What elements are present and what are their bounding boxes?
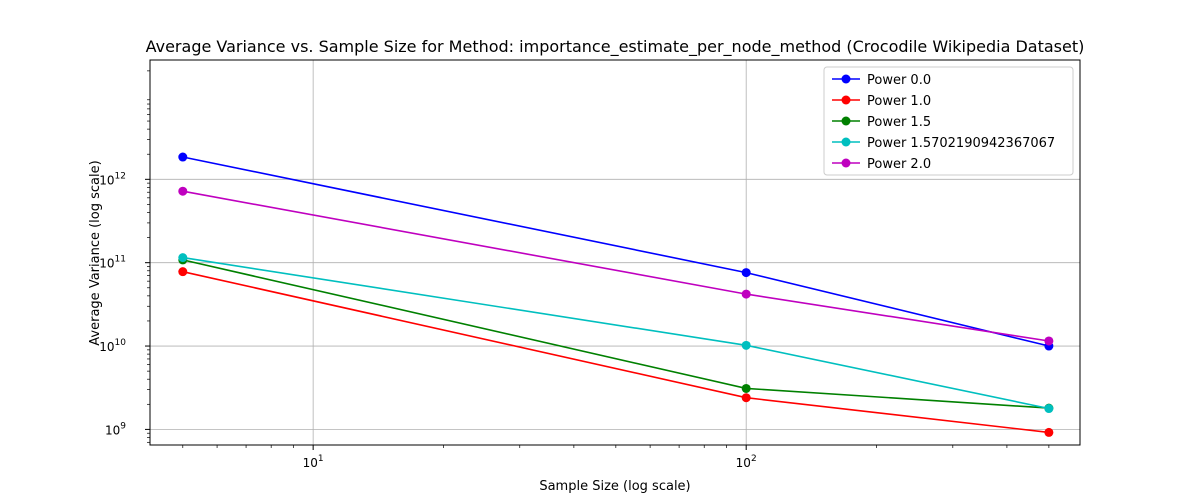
y-axis-label: Average Variance (log scale)	[88, 160, 103, 345]
series-group	[178, 152, 1054, 437]
legend-label-0: Power 0.0	[867, 73, 931, 88]
legend-box	[823, 66, 1074, 176]
data-point-0-0	[178, 152, 188, 162]
legend-marker-0	[841, 74, 851, 84]
legend-label-2: Power 1.5	[867, 115, 931, 130]
legend-marker-1	[841, 95, 851, 105]
x-tick-label: 101	[303, 454, 324, 470]
legend-label-1: Power 1.0	[867, 94, 931, 109]
data-point-1-0	[178, 267, 188, 277]
grid	[150, 60, 1080, 445]
ticks: 101 102 109 1010 1011 1012	[99, 70, 1050, 470]
chart-title: Average Variance vs. Sample Size for Met…	[146, 37, 1085, 57]
x-tick-label: 102	[736, 454, 757, 470]
data-point-1-1	[741, 393, 751, 403]
legend-marker-3	[841, 137, 851, 147]
y-tick-label: 109	[105, 421, 126, 437]
y-tick-label: 1011	[99, 255, 126, 271]
data-point-4-2	[1044, 336, 1054, 346]
legend-label-4: Power 2.0	[867, 157, 931, 172]
data-point-0-1	[741, 268, 751, 278]
legend-marker-4	[841, 158, 851, 168]
data-point-3-2	[1044, 404, 1054, 414]
series-line-0	[182, 156, 1050, 347]
y-tick-label: 1012	[99, 171, 126, 187]
legend-label-3: Power 1.5702190942367067	[867, 136, 1055, 151]
series-line-2	[182, 259, 1049, 409]
data-point-2-1	[741, 383, 751, 393]
data-point-3-0	[178, 253, 188, 263]
plot-area-frame	[149, 59, 1081, 446]
data-point-1-2	[1044, 427, 1054, 437]
series-line-4	[182, 190, 1050, 342]
data-point-4-1	[741, 289, 751, 299]
data-point-3-1	[741, 340, 751, 350]
data-point-4-0	[178, 186, 188, 196]
legend: Power 0.0 Power 1.0 Power 1.5 Power 1.57021…	[823, 66, 1074, 176]
y-tick-label: 1010	[99, 338, 126, 354]
series-line-3	[182, 256, 1050, 410]
x-axis-label: Sample Size (log scale)	[539, 479, 690, 494]
legend-marker-2	[841, 116, 851, 126]
series-line-1	[182, 270, 1049, 434]
